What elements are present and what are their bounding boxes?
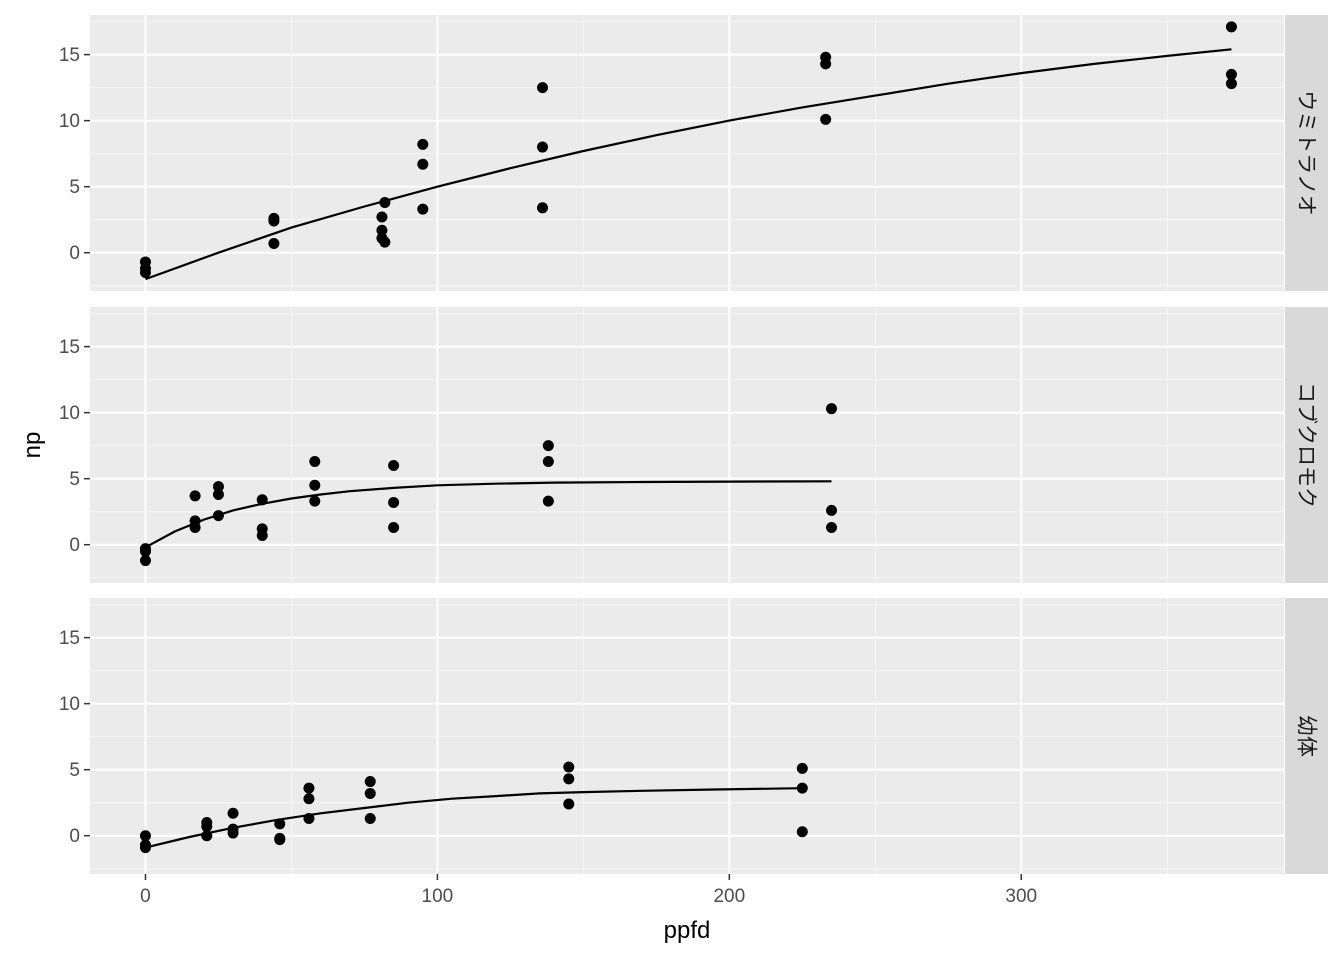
data-point: [542, 456, 554, 468]
data-point: [379, 197, 391, 209]
data-point: [303, 782, 315, 794]
data-point: [309, 456, 321, 468]
y-tick-label: 5: [69, 760, 80, 781]
y-tick-label: 0: [69, 243, 80, 264]
data-point: [309, 495, 321, 507]
facet-panel: 0 5 10 15 ウミトラノオ: [59, 15, 1328, 291]
data-point: [1225, 68, 1237, 80]
data-point: [212, 510, 224, 522]
data-point: [417, 138, 429, 150]
y-tick-label: 0: [69, 535, 80, 556]
data-point: [388, 522, 400, 534]
x-axis-title: ppfd: [664, 917, 711, 944]
data-point: [826, 403, 838, 415]
data-point: [364, 787, 376, 799]
data-point: [536, 202, 548, 214]
data-point: [820, 58, 832, 70]
data-point: [796, 782, 808, 794]
facet-panel: 0 5 10 15 コブクロモク: [59, 307, 1328, 583]
fit-line: [145, 48, 1232, 281]
data-point: [826, 504, 838, 516]
data-point: [536, 141, 548, 153]
facet-panels: 0 5 10 15 ウミトラノオ 0 5 10 15 コブクロモク 0 5 10 15 幼体: [59, 15, 1328, 874]
data-point: [796, 826, 808, 838]
data-point: [542, 440, 554, 452]
data-point: [303, 813, 315, 825]
facet-strip: [1285, 15, 1328, 291]
panel-background: [90, 15, 1284, 291]
x-tick-label: 200: [713, 886, 745, 907]
y-tick-label: 15: [59, 45, 80, 66]
data-point: [139, 545, 151, 557]
data-point: [376, 211, 388, 223]
x-tick-label: 0: [140, 886, 151, 907]
data-point: [1225, 78, 1237, 90]
data-point: [796, 762, 808, 774]
data-point: [139, 842, 151, 854]
data-point: [379, 236, 391, 248]
data-point: [417, 203, 429, 215]
data-point: [364, 776, 376, 788]
data-point: [256, 494, 268, 506]
x-tick-label: 300: [1005, 886, 1037, 907]
x-axis: 0 100 200 300: [140, 874, 1037, 907]
data-point: [826, 522, 838, 534]
data-point: [201, 820, 213, 832]
data-point: [268, 237, 280, 249]
y-tick-label: 5: [69, 469, 80, 490]
data-point: [563, 773, 575, 785]
y-tick-label: 5: [69, 177, 80, 198]
data-point: [536, 82, 548, 94]
data-point: [303, 793, 315, 805]
data-point: [139, 555, 151, 567]
data-point: [139, 830, 151, 842]
data-point: [542, 495, 554, 507]
data-point: [227, 807, 239, 819]
y-tick-label: 15: [59, 628, 80, 649]
data-point: [139, 267, 151, 279]
facet-strip-label: 幼体: [1295, 715, 1319, 757]
facet-strip-label: コブクロモク: [1295, 382, 1319, 508]
y-tick-label: 0: [69, 826, 80, 847]
panel-background: [90, 598, 1284, 874]
data-point: [268, 215, 280, 227]
data-point: [274, 818, 286, 830]
data-point: [1225, 21, 1237, 33]
facet-panel: 0 5 10 15 幼体: [59, 598, 1328, 874]
panel-background: [90, 307, 1284, 583]
data-point: [201, 830, 213, 842]
data-point: [388, 459, 400, 471]
y-axis-title: np: [19, 432, 46, 459]
y-tick-label: 10: [59, 403, 80, 424]
data-point: [309, 479, 321, 491]
data-point: [563, 798, 575, 810]
data-point: [376, 224, 388, 236]
data-point: [820, 113, 832, 125]
data-point: [256, 529, 268, 541]
data-point: [212, 481, 224, 493]
facet-strip: [1285, 598, 1328, 874]
data-point: [388, 496, 400, 508]
y-tick-label: 15: [59, 337, 80, 358]
data-point: [227, 827, 239, 839]
data-point: [189, 490, 201, 502]
data-point: [364, 813, 376, 825]
y-tick-label: 10: [59, 111, 80, 132]
fit-line: [145, 787, 803, 849]
facet-strip-label: ウミトラノオ: [1295, 90, 1319, 216]
data-point: [189, 522, 201, 534]
x-tick-label: 100: [422, 886, 454, 907]
data-point: [274, 834, 286, 846]
data-point: [563, 761, 575, 773]
y-tick-label: 10: [59, 694, 80, 715]
data-point: [417, 158, 429, 170]
facet-strip: [1285, 307, 1328, 583]
data-point: [212, 489, 224, 501]
